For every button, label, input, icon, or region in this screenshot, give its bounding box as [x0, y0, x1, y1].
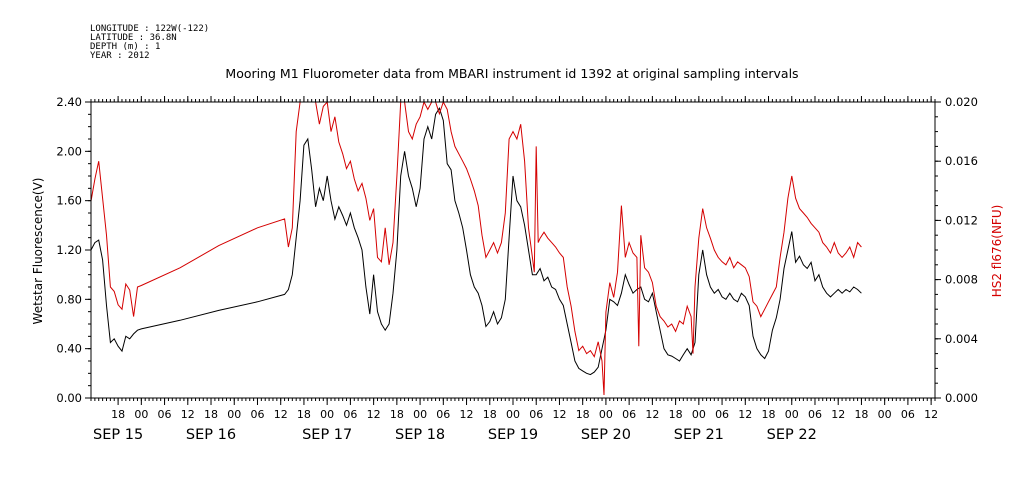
x-hour-label: 00: [878, 408, 892, 421]
y2-axis-label: HS2 fl676(NFU): [990, 205, 1004, 298]
x-hour-label: 00: [785, 408, 799, 421]
x-hour-label: 12: [645, 408, 659, 421]
x-hour-label: 12: [367, 408, 381, 421]
y-tick-label: 0.00: [56, 391, 82, 405]
y-tick-label: 1.20: [56, 243, 82, 257]
x-day-label: SEP 21: [674, 427, 724, 443]
y2-tick-label: 0.008: [945, 273, 978, 287]
x-hour-label: 06: [343, 408, 357, 421]
y2-tick-label: 0.004: [945, 332, 978, 346]
x-hour-label: 12: [738, 408, 752, 421]
x-hour-label: 18: [669, 408, 683, 421]
x-hour-label: 18: [762, 408, 776, 421]
x-hour-label: 00: [692, 408, 706, 421]
x-hour-label: 06: [901, 408, 915, 421]
y-tick-label: 0.40: [56, 342, 82, 356]
x-hour-label: 18: [204, 408, 218, 421]
x-hour-label: 12: [274, 408, 288, 421]
metadata-line: DEPTH (m) : 1: [90, 42, 160, 52]
series-layer: [90, 100, 862, 396]
x-hour-label: 12: [460, 408, 474, 421]
x-hour-label: 06: [715, 408, 729, 421]
x-day-label: SEP 18: [395, 427, 445, 443]
x-hour-label: 12: [552, 408, 566, 421]
y2-tick-label: 0.016: [945, 154, 978, 168]
x-hour-label: 06: [529, 408, 543, 421]
metadata-line: LATITUDE : 36.8N: [90, 33, 177, 43]
x-day-label: SEP 20: [581, 427, 631, 443]
x-hour-label: 18: [854, 408, 868, 421]
axes-layer: 0.00 0.40 0.80 1.20 1.60 2.00 2.40 0.000 0.004 0.…: [56, 95, 978, 443]
metadata-block: LONGITUDE : 122W(-122)LATITUDE : 36.8NDE…: [90, 24, 209, 61]
x-hour-label: 18: [483, 408, 497, 421]
hs2-fl676-series-line: [90, 100, 862, 396]
x-hour-label: 00: [506, 408, 520, 421]
y-tick-label: 2.40: [56, 95, 82, 109]
y2-tick-label: 0.000: [945, 391, 978, 405]
x-hour-label: 00: [134, 408, 148, 421]
x-day-label: SEP 16: [186, 427, 236, 443]
x-hour-label: 12: [181, 408, 195, 421]
x-hour-label: 12: [924, 408, 938, 421]
x-hour-label: 06: [158, 408, 172, 421]
y2-tick-label: 0.012: [945, 213, 978, 227]
x-hour-label: 00: [320, 408, 334, 421]
y-tick-label: 1.60: [56, 194, 82, 208]
x-hour-label: 18: [576, 408, 590, 421]
x-hour-label: 06: [622, 408, 636, 421]
wetstar-fluorescence-series-line: [90, 107, 862, 376]
x-day-label: SEP 15: [93, 427, 143, 443]
y-tick-label: 2.00: [56, 144, 82, 158]
y2-tick-label: 0.020: [945, 95, 978, 109]
x-hour-label: 18: [111, 408, 125, 421]
x-hour-label: 06: [808, 408, 822, 421]
x-hour-label: 18: [390, 408, 404, 421]
metadata-line: LONGITUDE : 122W(-122): [90, 24, 209, 34]
x-hour-label: 00: [227, 408, 241, 421]
x-day-label: SEP 22: [767, 427, 817, 443]
x-day-label: SEP 17: [302, 427, 352, 443]
y-tick-label: 0.80: [56, 292, 82, 306]
x-hour-label: 18: [297, 408, 311, 421]
x-hour-label: 06: [436, 408, 450, 421]
metadata-line: YEAR : 2012: [90, 51, 150, 61]
x-hour-label: 12: [831, 408, 845, 421]
x-hour-label: 06: [250, 408, 264, 421]
plot-frame: [90, 101, 936, 399]
x-hour-label: 00: [413, 408, 427, 421]
chart-title: Mooring M1 Fluorometer data from MBARI i…: [225, 66, 798, 81]
x-hour-label: 00: [599, 408, 613, 421]
y-axis-label: Wetstar Fluorescence(V): [31, 178, 45, 325]
x-day-label: SEP 19: [488, 427, 538, 443]
